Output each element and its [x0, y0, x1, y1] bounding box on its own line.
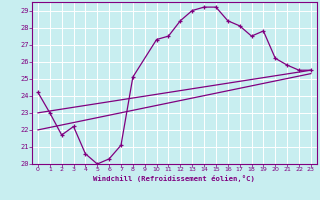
- X-axis label: Windchill (Refroidissement éolien,°C): Windchill (Refroidissement éolien,°C): [93, 175, 255, 182]
